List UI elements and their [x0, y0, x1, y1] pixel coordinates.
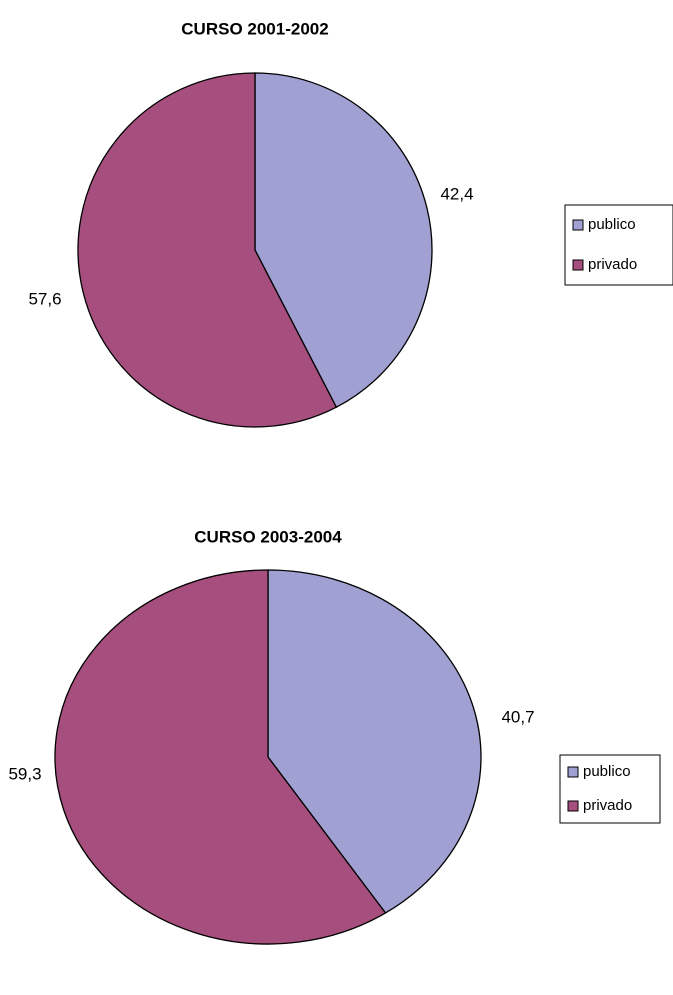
legend-swatch: [567, 800, 579, 812]
pie-slice: [254, 72, 433, 409]
legend-label: privado: [583, 797, 632, 814]
legend-swatch: [572, 219, 584, 231]
data-label: 40,7: [501, 707, 534, 726]
pie-slice: [54, 569, 387, 945]
legend-swatch: [567, 766, 579, 778]
legend-swatch: [572, 259, 584, 271]
legend-box: [559, 754, 661, 824]
legend-label: publico: [583, 763, 631, 780]
legend-box: [564, 204, 673, 286]
legend-label: privado: [588, 256, 637, 273]
data-label: 42,4: [440, 184, 473, 203]
chart-title: CURSO 2001-2002: [181, 19, 328, 38]
legend-label: publico: [588, 216, 636, 233]
data-label: 57,6: [28, 289, 61, 308]
chart-title: CURSO 2003-2004: [194, 527, 342, 546]
data-label: 59,3: [8, 764, 41, 783]
pie-slice: [77, 72, 338, 428]
